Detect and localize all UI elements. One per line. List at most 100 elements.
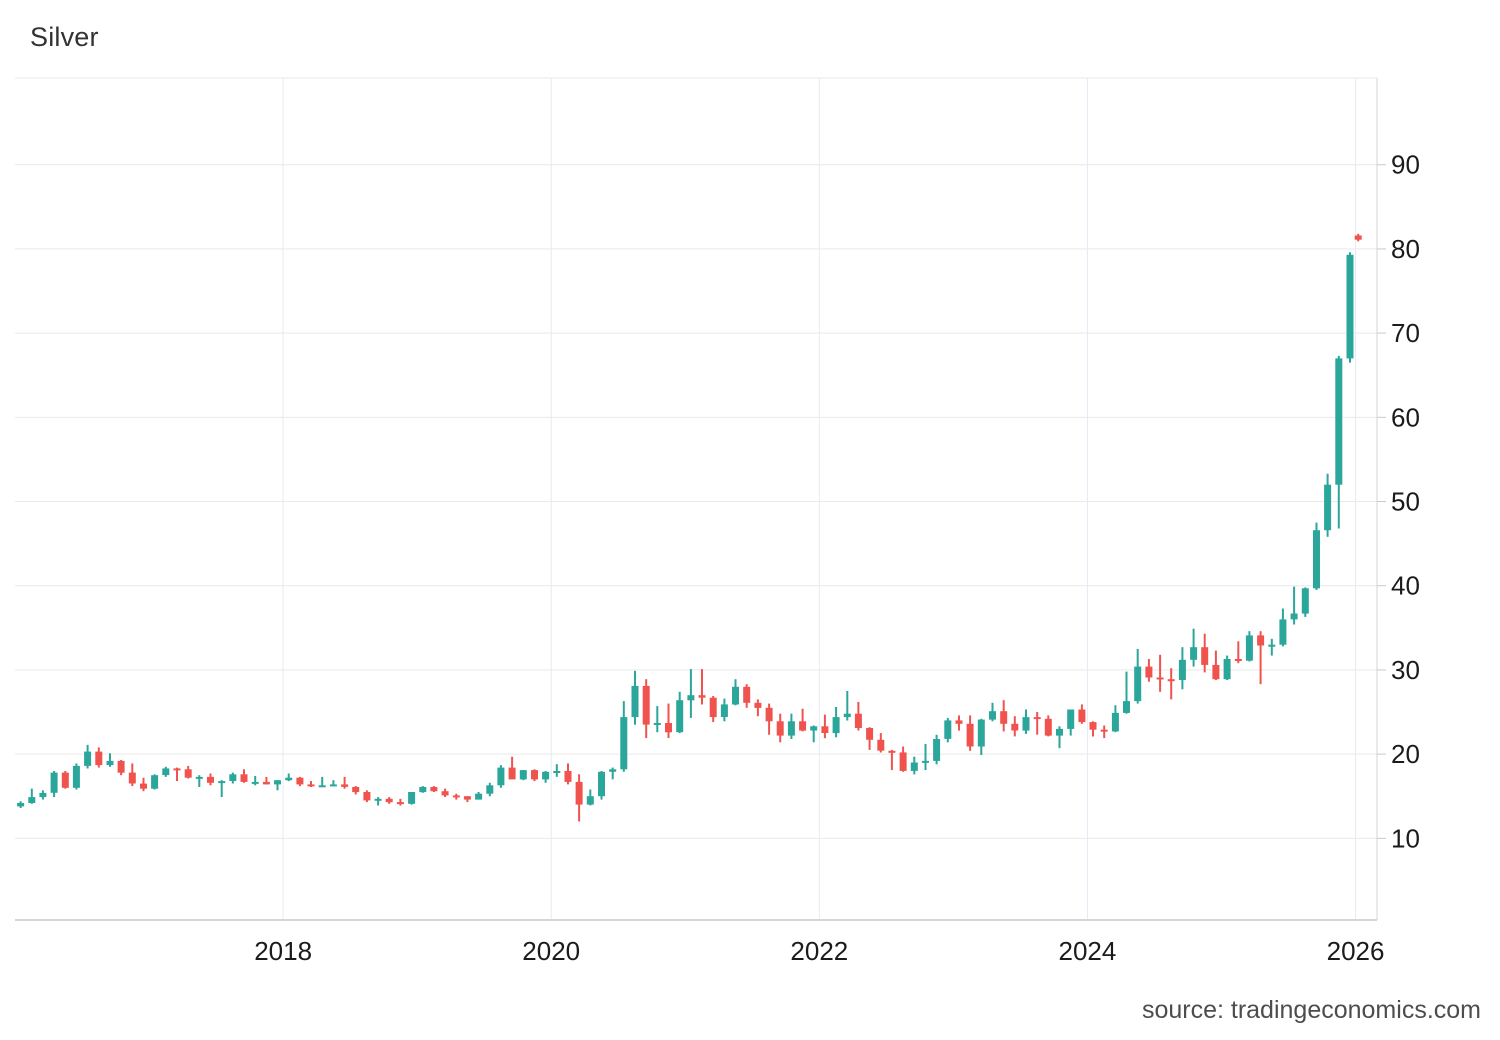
candle-body — [720, 704, 728, 717]
candle-body — [866, 728, 874, 740]
y-tick-label: 40 — [1391, 571, 1420, 601]
candle-body — [486, 785, 494, 794]
candle-wick — [377, 797, 380, 806]
candle-body — [743, 686, 751, 703]
candle-body — [1201, 647, 1209, 665]
candle-body — [1134, 666, 1142, 702]
candle-wick — [1293, 586, 1296, 625]
candle-wick — [1237, 641, 1240, 664]
candle-body — [564, 771, 572, 782]
candle-body — [586, 796, 594, 805]
candle-body — [933, 739, 941, 761]
candle-wick — [667, 703, 670, 739]
candle-body — [95, 751, 103, 766]
candle-body — [1301, 588, 1309, 614]
candle-body — [989, 711, 996, 720]
x-tick-label: 2022 — [790, 936, 848, 966]
candle-body — [888, 750, 896, 753]
x-tick-label: 2024 — [1059, 936, 1117, 966]
candle-body — [765, 707, 773, 722]
candle-body — [441, 791, 449, 796]
candle-wick — [343, 776, 346, 789]
candle-body — [72, 765, 80, 788]
candle-body — [553, 771, 561, 773]
candle-wick — [1103, 725, 1106, 739]
candle-body — [944, 720, 952, 739]
candle-body — [28, 797, 36, 803]
candle-body — [1078, 709, 1086, 723]
candle-wick — [332, 780, 335, 787]
candlestick-series — [17, 233, 1362, 822]
candle-body — [1022, 717, 1030, 731]
candle-wick — [656, 706, 659, 733]
source-credit[interactable]: source: tradingeconomics.com — [1141, 996, 1481, 1024]
candle-body — [39, 792, 47, 798]
candle-body — [1313, 530, 1320, 589]
candle-body — [1245, 635, 1253, 661]
candle-body — [754, 702, 762, 708]
candle-wick — [321, 776, 324, 787]
candle-wick — [220, 780, 223, 797]
candle-wick — [924, 744, 927, 771]
candle-body — [195, 776, 203, 779]
gridlines — [15, 78, 1377, 920]
candle-body — [408, 792, 416, 804]
candle-body — [977, 719, 985, 747]
candle-body — [1011, 723, 1019, 731]
candle-wick — [254, 776, 257, 786]
candle-body — [1234, 659, 1242, 661]
y-tick-label: 10 — [1391, 823, 1420, 853]
candle-body — [922, 760, 929, 763]
candle-wick — [1159, 654, 1162, 692]
candle-body — [352, 787, 360, 793]
candle-body — [642, 685, 650, 725]
candle-body — [1279, 619, 1287, 645]
candle-body — [732, 686, 739, 705]
candle-body — [1089, 722, 1097, 730]
candle-body — [1290, 613, 1298, 620]
candle-body — [776, 721, 784, 736]
candle-body — [687, 695, 695, 701]
candle-wick — [1036, 712, 1039, 735]
candle-body — [318, 785, 326, 788]
candle-wick — [1259, 631, 1262, 685]
candle-wick — [812, 725, 815, 743]
candle-wick — [287, 773, 290, 782]
candle-wick — [1170, 668, 1173, 700]
candle-body — [810, 726, 818, 731]
candle-body — [709, 697, 717, 718]
candle-body — [251, 781, 259, 784]
candle-body — [151, 775, 159, 789]
candle-body — [296, 777, 304, 785]
candle-body — [1257, 635, 1265, 646]
candle-body — [1268, 644, 1276, 647]
candle-body — [508, 767, 516, 780]
candle-wick — [1058, 726, 1061, 749]
y-tick-label: 70 — [1391, 318, 1420, 348]
candle-body — [843, 713, 851, 718]
candle-wick — [176, 767, 178, 782]
candle-body — [1324, 484, 1332, 531]
candle-body — [1100, 729, 1108, 732]
candle-body — [140, 783, 147, 789]
candle-body — [799, 721, 807, 731]
candle-body — [162, 768, 170, 776]
candle-body — [653, 723, 661, 725]
candle-body — [1190, 647, 1198, 660]
candle-body — [218, 781, 226, 784]
candle-body — [128, 772, 136, 784]
candle-body — [84, 751, 92, 766]
y-tick-label: 30 — [1391, 655, 1420, 685]
y-tick-label: 90 — [1391, 150, 1420, 180]
candle-body — [396, 802, 404, 805]
chart-title: Silver — [30, 22, 99, 52]
candle-body — [1223, 659, 1231, 680]
candle-body — [173, 768, 181, 771]
candle-wick — [1270, 638, 1273, 656]
candle-body — [598, 771, 605, 797]
candle-wick — [701, 669, 703, 705]
candle-body — [1335, 358, 1343, 485]
candle-body — [463, 796, 471, 800]
y-axis-labels: 10 20 30 40 50 60 70 80 90 — [1377, 150, 1420, 853]
